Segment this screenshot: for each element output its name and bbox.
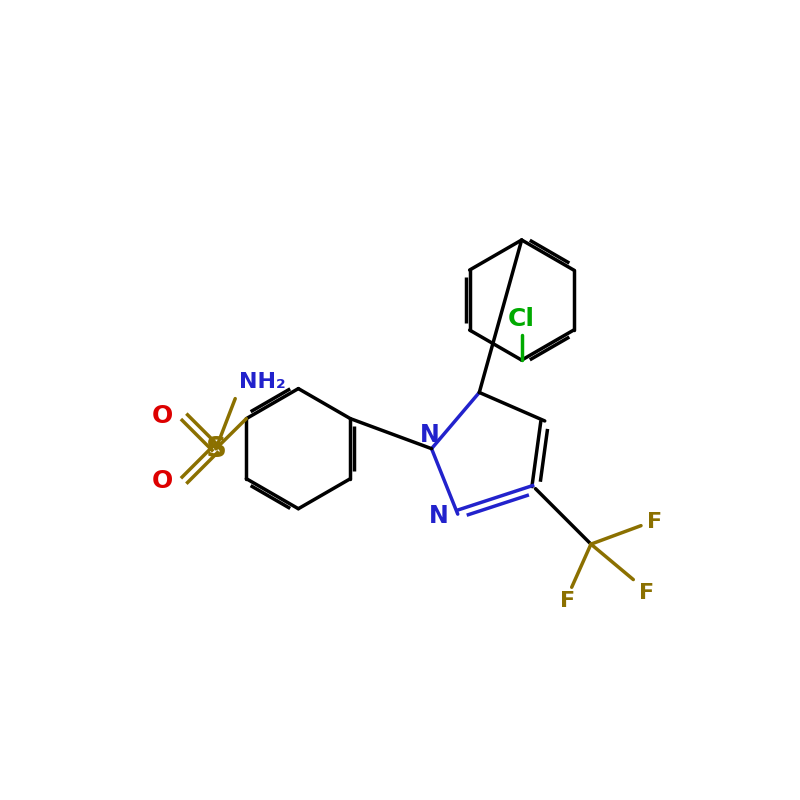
Text: F: F <box>560 591 575 611</box>
Text: S: S <box>206 434 226 462</box>
Text: Cl: Cl <box>508 307 535 331</box>
Text: N: N <box>420 423 440 447</box>
Text: O: O <box>151 404 173 428</box>
Text: F: F <box>639 583 654 603</box>
Text: O: O <box>151 469 173 493</box>
Text: F: F <box>647 512 662 532</box>
Text: N: N <box>429 504 449 528</box>
Text: NH₂: NH₂ <box>239 373 286 393</box>
